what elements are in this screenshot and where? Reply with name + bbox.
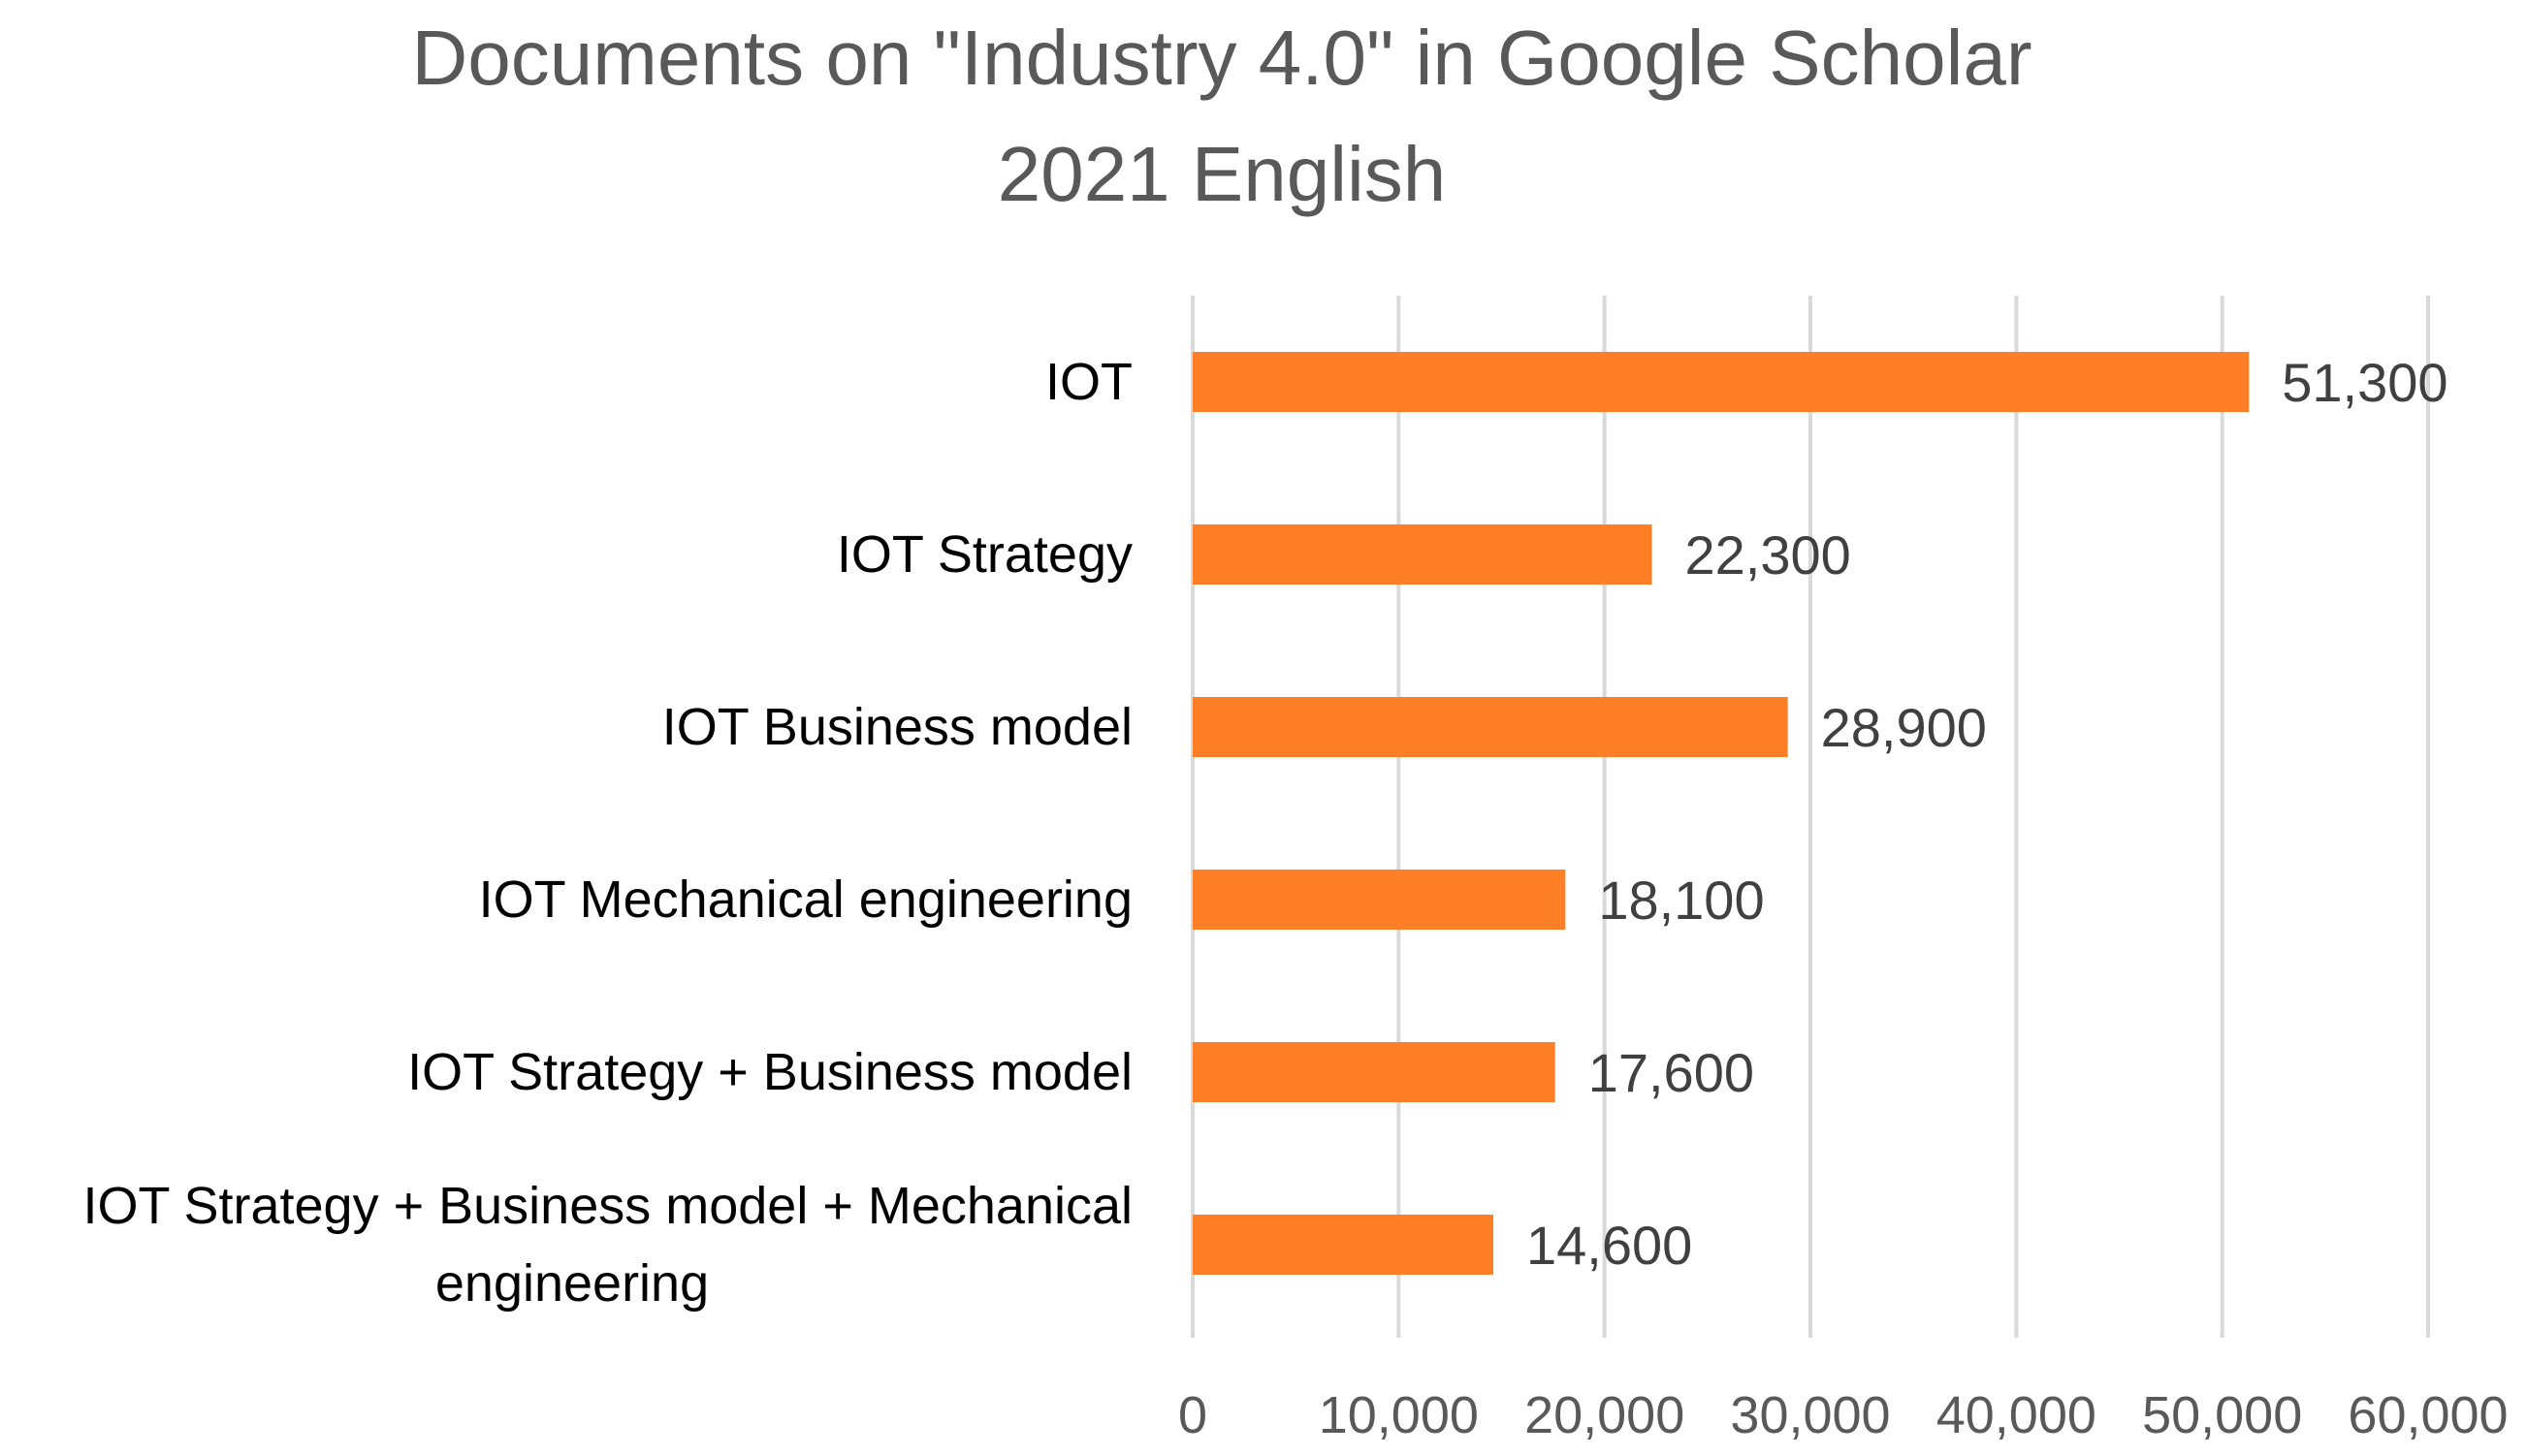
x-tick-label: 60,000 <box>2348 1386 2508 1444</box>
data-label: 51,300 <box>2282 352 2447 413</box>
x-tick-label: 0 <box>1178 1386 1207 1444</box>
category-label: IOT Strategy <box>837 525 1133 584</box>
bar <box>1193 697 1788 757</box>
x-tick-label: 40,000 <box>1936 1386 2096 1444</box>
data-label: 14,600 <box>1526 1215 1692 1276</box>
bars <box>1193 352 2250 1275</box>
category-label-continuation: engineering <box>435 1254 709 1313</box>
x-tick-label: 30,000 <box>1730 1386 1890 1444</box>
data-label: 28,900 <box>1821 697 1987 758</box>
bar <box>1193 1215 1494 1275</box>
bar <box>1193 1042 1555 1102</box>
bar <box>1193 870 1566 930</box>
x-tick-label: 50,000 <box>2142 1386 2302 1444</box>
chart-title: Documents on "Industry 4.0" in Google Sc… <box>411 15 2032 101</box>
category-label: IOT Business model <box>662 698 1133 756</box>
category-label: IOT Strategy + Business model + Mechanic… <box>82 1177 1133 1235</box>
category-label: IOT Mechanical engineering <box>479 870 1133 929</box>
x-tick-label: 20,000 <box>1524 1386 1684 1444</box>
x-tick-label: 10,000 <box>1319 1386 1479 1444</box>
category-label: IOT <box>1045 353 1133 411</box>
labels: 0 10,000 20,000 30,000 40,000 50,000 60,000 51,… <box>82 352 2508 1444</box>
data-label: 17,600 <box>1588 1042 1754 1103</box>
data-label: 18,100 <box>1598 870 1764 931</box>
bar <box>1193 352 2250 412</box>
bar <box>1193 524 1652 585</box>
chart-subtitle: 2021 English <box>997 131 1447 217</box>
gridlines <box>1191 296 2430 1338</box>
data-label: 22,300 <box>1685 524 1851 586</box>
category-label: IOT Strategy + Business model <box>407 1043 1133 1101</box>
